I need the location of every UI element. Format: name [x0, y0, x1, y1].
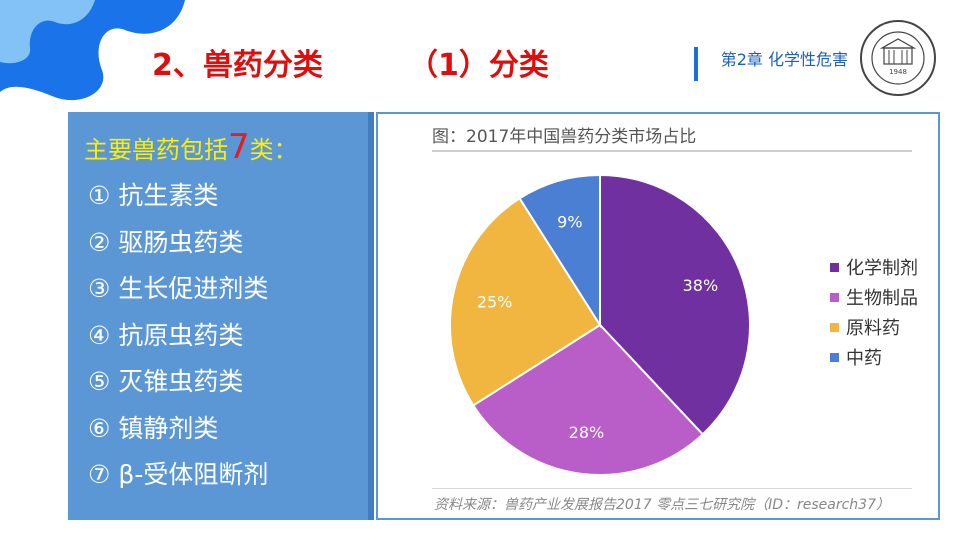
list-item: ⑤ 灭锥虫药类: [88, 367, 244, 396]
panel-heading: 主要兽药包括7类：: [84, 130, 298, 165]
drug-category-list: ① 抗生素类 ② 驱肠虫药类 ③ 生长促进剂类 ④ 抗原虫药类 ⑤ 灭锥虫药类 …: [88, 176, 268, 502]
chart-title: 图：2017年中国兽药分类市场占比: [432, 127, 697, 147]
left-panel: 主要兽药包括7类： ① 抗生素类 ② 驱肠虫药类 ③ 生长促进剂类 ④ 抗原虫药…: [68, 112, 374, 520]
pie-chart: 38% 28% 25% 9%: [449, 173, 751, 476]
pie-slice-生物制品: [471, 323, 705, 476]
panel-edge: [368, 112, 374, 520]
corner-decoration: [0, 0, 185, 101]
seal-year: 1948: [889, 68, 907, 76]
source-rule: [432, 488, 912, 489]
title-rule: [432, 150, 912, 152]
legend-label: 生物制品: [846, 288, 918, 309]
pie-label: 38%: [683, 276, 719, 295]
legend-item: 化学制剂: [830, 252, 918, 282]
heading-text: 主要兽药包括: [84, 136, 228, 164]
list-item: ③ 生长促进剂类: [88, 274, 269, 303]
heading-suffix: 类：: [249, 136, 298, 164]
pie-slice-化学制剂: [599, 173, 751, 436]
chart-source: 资料来源：兽药产业发展报告2017 零点三七研究院（ID：research37）: [434, 497, 890, 513]
legend-item: 原料药: [830, 312, 918, 342]
list-item: ② 驱肠虫药类: [88, 227, 244, 257]
legend-swatch: [830, 322, 839, 332]
pie-label: 25%: [477, 292, 513, 311]
pie-label: 9%: [557, 212, 582, 231]
university-seal-icon: 1948: [860, 20, 936, 96]
pie-label: 28%: [569, 423, 605, 442]
list-item: ⑦ β-受体阻断剂: [88, 460, 269, 489]
legend-swatch: [830, 262, 839, 272]
legend-item: 中药: [830, 342, 918, 372]
legend-swatch: [830, 352, 839, 362]
chapter-label: 第2章 化学性危害: [720, 50, 848, 69]
legend-item: 生物制品: [830, 282, 918, 312]
list-item: ⑥ 镇静剂类: [88, 413, 219, 443]
list-item: ④ 抗原虫药类: [88, 320, 244, 350]
chapter-divider: [694, 47, 698, 81]
pie-slice-原料药: [449, 196, 602, 407]
chart-panel: 图：2017年中国兽药分类市场占比 38% 28% 25% 9% 化学制剂 生物制品 …: [376, 112, 940, 520]
chart-legend: 化学制剂 生物制品 原料药 中药: [830, 252, 918, 372]
pie-slice-中药: [518, 173, 601, 329]
heading-count: 7: [228, 127, 250, 167]
legend-label: 化学制剂: [846, 258, 918, 279]
list-item: ① 抗生素类: [88, 181, 219, 210]
slide-subtitle: （1）分类: [408, 48, 549, 83]
legend-label: 中药: [846, 348, 882, 369]
slide-title: 2、兽药分类: [152, 48, 323, 83]
legend-label: 原料药: [846, 318, 900, 339]
legend-swatch: [830, 292, 839, 302]
